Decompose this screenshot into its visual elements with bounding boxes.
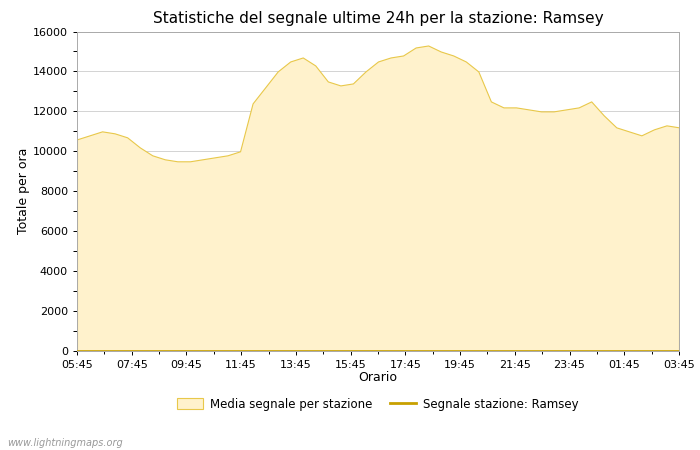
Title: Statistiche del segnale ultime 24h per la stazione: Ramsey: Statistiche del segnale ultime 24h per l… [153,11,603,26]
X-axis label: Orario: Orario [358,371,398,384]
Legend: Media segnale per stazione, Segnale stazione: Ramsey: Media segnale per stazione, Segnale staz… [172,393,584,415]
Text: www.lightningmaps.org: www.lightningmaps.org [7,438,122,448]
Y-axis label: Totale per ora: Totale per ora [17,148,30,234]
